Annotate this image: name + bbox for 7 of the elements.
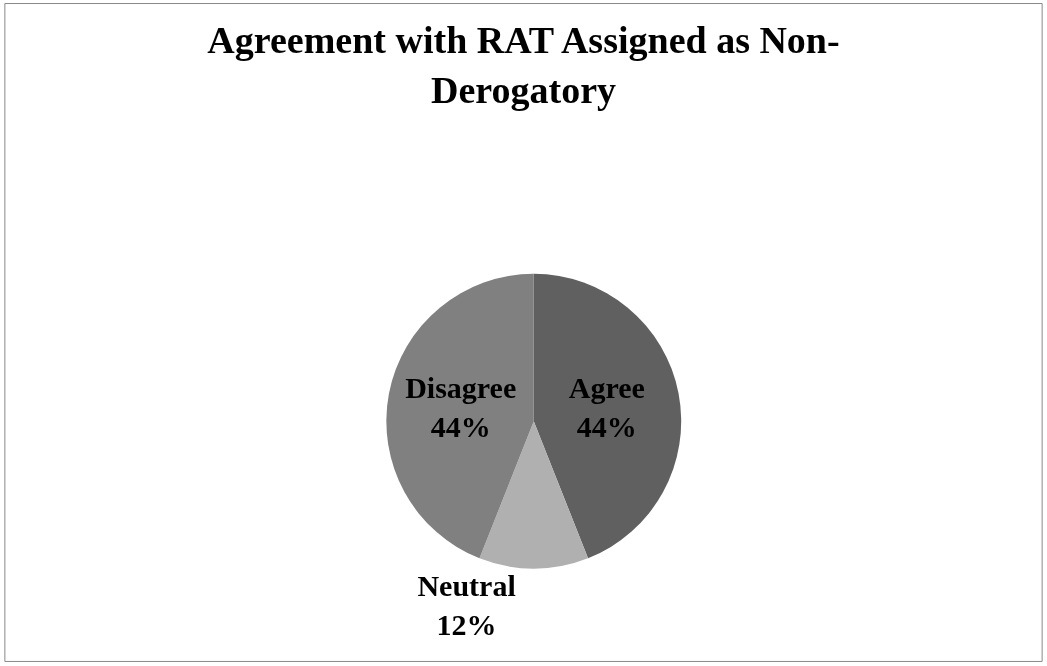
slice-label: Disagree [405,371,517,405]
data-label: 12% [436,607,497,641]
slice-label: Agree [568,371,645,405]
slice-label: Neutral [417,568,516,602]
data-label: 44% [576,410,637,444]
chart-title: Agreement with RAT Assigned as Non-Derogatory [207,19,840,111]
data-label: 44% [430,410,491,444]
